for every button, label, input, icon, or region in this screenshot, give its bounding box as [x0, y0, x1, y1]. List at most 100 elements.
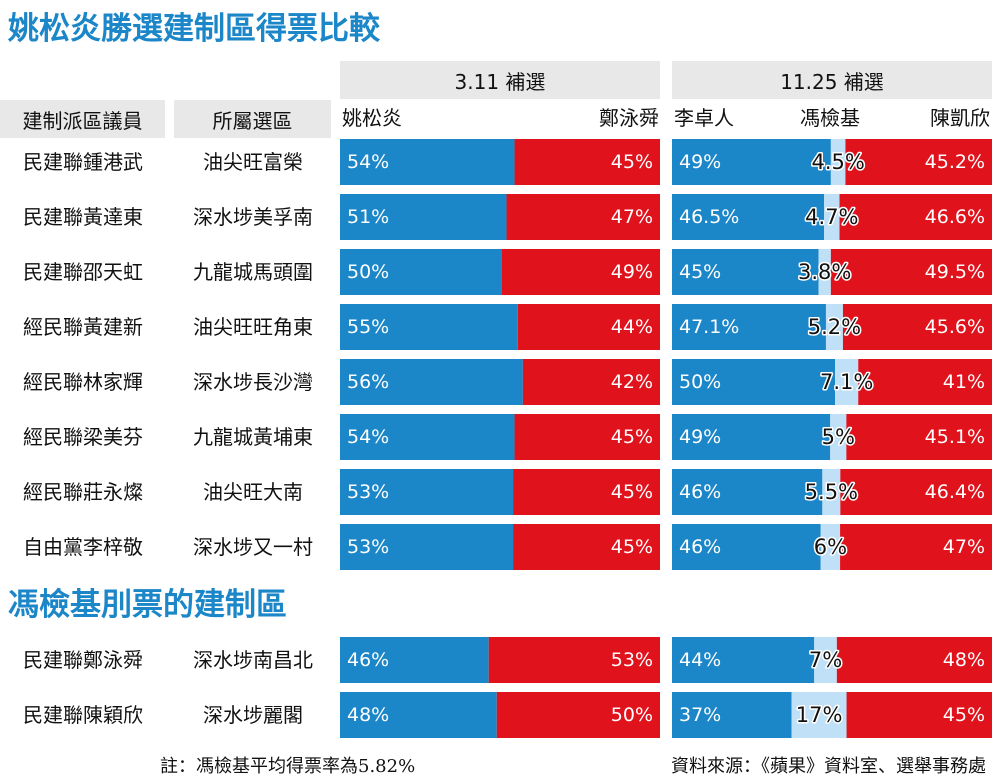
bar-e2-chan-4 — [858, 359, 992, 405]
bar-e2-lee-8 — [672, 637, 815, 683]
label-e1-yiu-2: 50% — [347, 261, 389, 283]
bar-e1-yiu-1 — [340, 194, 507, 240]
section-title-fung: 馮檢基刖票的建制區 — [8, 587, 287, 623]
bar-e2-lee-5 — [672, 414, 831, 460]
label-e2-lee-3: 47.1% — [679, 316, 739, 338]
label-e1-yiu-9: 48% — [347, 704, 389, 726]
bar-e1-yiu-4 — [340, 359, 523, 405]
label-e2-chan-8: 48% — [943, 649, 985, 671]
member-name-1: 民建聯黃達東 — [23, 205, 143, 229]
label-e2-lee-2: 45% — [679, 261, 721, 283]
label-e2-chan-9: 45% — [943, 704, 985, 726]
bar-e1-yiu-8 — [340, 637, 489, 683]
bar-e2-fung-9 — [791, 692, 847, 738]
bar-e2-chan-2 — [830, 249, 992, 295]
bar-e2-lee-3 — [672, 304, 826, 350]
label-e1-cheng-7: 45% — [611, 536, 653, 558]
bar-e2-fung-1 — [824, 194, 840, 240]
bar-e2-fung-2 — [818, 249, 831, 295]
member-name-3: 經民聯黃建新 — [23, 315, 143, 339]
district-name-6: 油尖旺大南 — [203, 480, 303, 504]
label-e2-chan-6: 46.4% — [925, 481, 985, 503]
bar-e2-lee-1 — [672, 194, 825, 240]
bar-e2-fung-7 — [820, 524, 841, 570]
label-e2-lee-7: 46% — [679, 536, 721, 558]
member-name-9: 民建聯陳穎欣 — [23, 703, 143, 727]
district-name-4: 深水埗長沙灣 — [193, 370, 313, 394]
label-e1-cheng-2: 49% — [611, 261, 653, 283]
label-e2-fung-5: 5% — [822, 425, 855, 449]
district-name-3: 油尖旺旺角東 — [193, 315, 313, 339]
bar-e2-fung-4 — [835, 359, 859, 405]
label-e2-fung-1: 4.7% — [805, 205, 858, 229]
candidate-vincent-cheng: 鄭泳舜 — [599, 106, 659, 130]
member-name-6: 經民聯莊永燦 — [23, 480, 143, 504]
label-e1-yiu-6: 53% — [347, 481, 389, 503]
candidate-yiu-chung-yim: 姚松炎 — [342, 106, 402, 130]
bar-e2-chan-3 — [842, 304, 992, 350]
label-e2-chan-4: 41% — [943, 371, 985, 393]
bar-e1-cheng-9 — [496, 692, 660, 738]
label-e2-fung-0: 4.5% — [811, 150, 864, 174]
bar-e2-chan-6 — [840, 469, 992, 515]
bar-e1-cheng-5 — [514, 414, 660, 460]
label-e1-cheng-4: 42% — [611, 371, 653, 393]
label-e1-cheng-8: 53% — [611, 649, 653, 671]
bar-e2-fung-8 — [814, 637, 837, 683]
label-e2-chan-1: 46.6% — [925, 206, 985, 228]
label-e1-cheng-5: 45% — [611, 426, 653, 448]
label-e1-yiu-3: 55% — [347, 316, 389, 338]
source-note: 資料來源：《蘋果》資料室、選舉事務處 — [671, 756, 986, 777]
column-header-member: 建制派區議員 — [0, 100, 165, 138]
label-e2-fung-7: 6% — [814, 535, 847, 559]
label-e2-fung-3: 5.2% — [808, 315, 861, 339]
member-name-8: 民建聯鄭泳舜 — [23, 648, 143, 672]
label-e2-fung-9: 17% — [796, 703, 843, 727]
label-e1-yiu-4: 56% — [347, 371, 389, 393]
bar-e1-yiu-2 — [340, 249, 502, 295]
bar-e1-yiu-6 — [340, 469, 514, 515]
member-name-5: 經民聯梁美芬 — [23, 425, 143, 449]
bar-e1-yiu-7 — [340, 524, 514, 570]
label-e2-lee-6: 46% — [679, 481, 721, 503]
label-e1-yiu-7: 53% — [347, 536, 389, 558]
label-e1-cheng-3: 44% — [611, 316, 653, 338]
district-name-9: 深水埗麗閣 — [203, 703, 303, 727]
bar-e2-chan-1 — [839, 194, 992, 240]
chart-title: 姚松炎勝選建制區得票比較 — [8, 11, 380, 47]
label-e2-lee-5: 49% — [679, 426, 721, 448]
bar-e2-chan-9 — [846, 692, 992, 738]
label-e1-yiu-1: 51% — [347, 206, 389, 228]
bar-e1-cheng-1 — [506, 194, 660, 240]
label-e1-cheng-1: 47% — [611, 206, 653, 228]
district-name-1: 深水埗美孚南 — [193, 205, 313, 229]
bar-e2-lee-2 — [672, 249, 819, 295]
member-name-4: 經民聯林家輝 — [23, 370, 143, 394]
bar-e2-chan-8 — [836, 637, 992, 683]
bar-e2-lee-4 — [672, 359, 836, 405]
label-e2-lee-4: 50% — [679, 371, 721, 393]
label-e2-chan-5: 45.1% — [925, 426, 985, 448]
bar-e1-cheng-6 — [513, 469, 660, 515]
label-e2-fung-4: 7.1% — [820, 370, 873, 394]
label-e2-chan-7: 47% — [943, 536, 985, 558]
bar-e2-lee-9 — [672, 692, 792, 738]
bar-e1-cheng-4 — [522, 359, 660, 405]
label-e2-fung-8: 7% — [809, 648, 842, 672]
label-e1-cheng-9: 50% — [611, 704, 653, 726]
bar-e2-chan-5 — [846, 414, 992, 460]
label-e1-cheng-6: 45% — [611, 481, 653, 503]
bar-e1-cheng-0 — [514, 139, 660, 185]
label-e2-chan-2: 49.5% — [925, 261, 985, 283]
bar-e2-lee-0 — [672, 139, 831, 185]
bar-e1-yiu-0 — [340, 139, 515, 185]
bar-e2-lee-6 — [672, 469, 823, 515]
district-name-8: 深水埗南昌北 — [193, 648, 313, 672]
election-header-311: 3.11 補選 — [340, 61, 660, 99]
bar-e2-chan-0 — [845, 139, 992, 185]
label-e1-cheng-0: 45% — [611, 151, 653, 173]
district-name-2: 九龍城馬頭圍 — [193, 260, 313, 284]
bar-e2-fung-5 — [830, 414, 847, 460]
member-name-0: 民建聯鍾港武 — [23, 150, 143, 174]
